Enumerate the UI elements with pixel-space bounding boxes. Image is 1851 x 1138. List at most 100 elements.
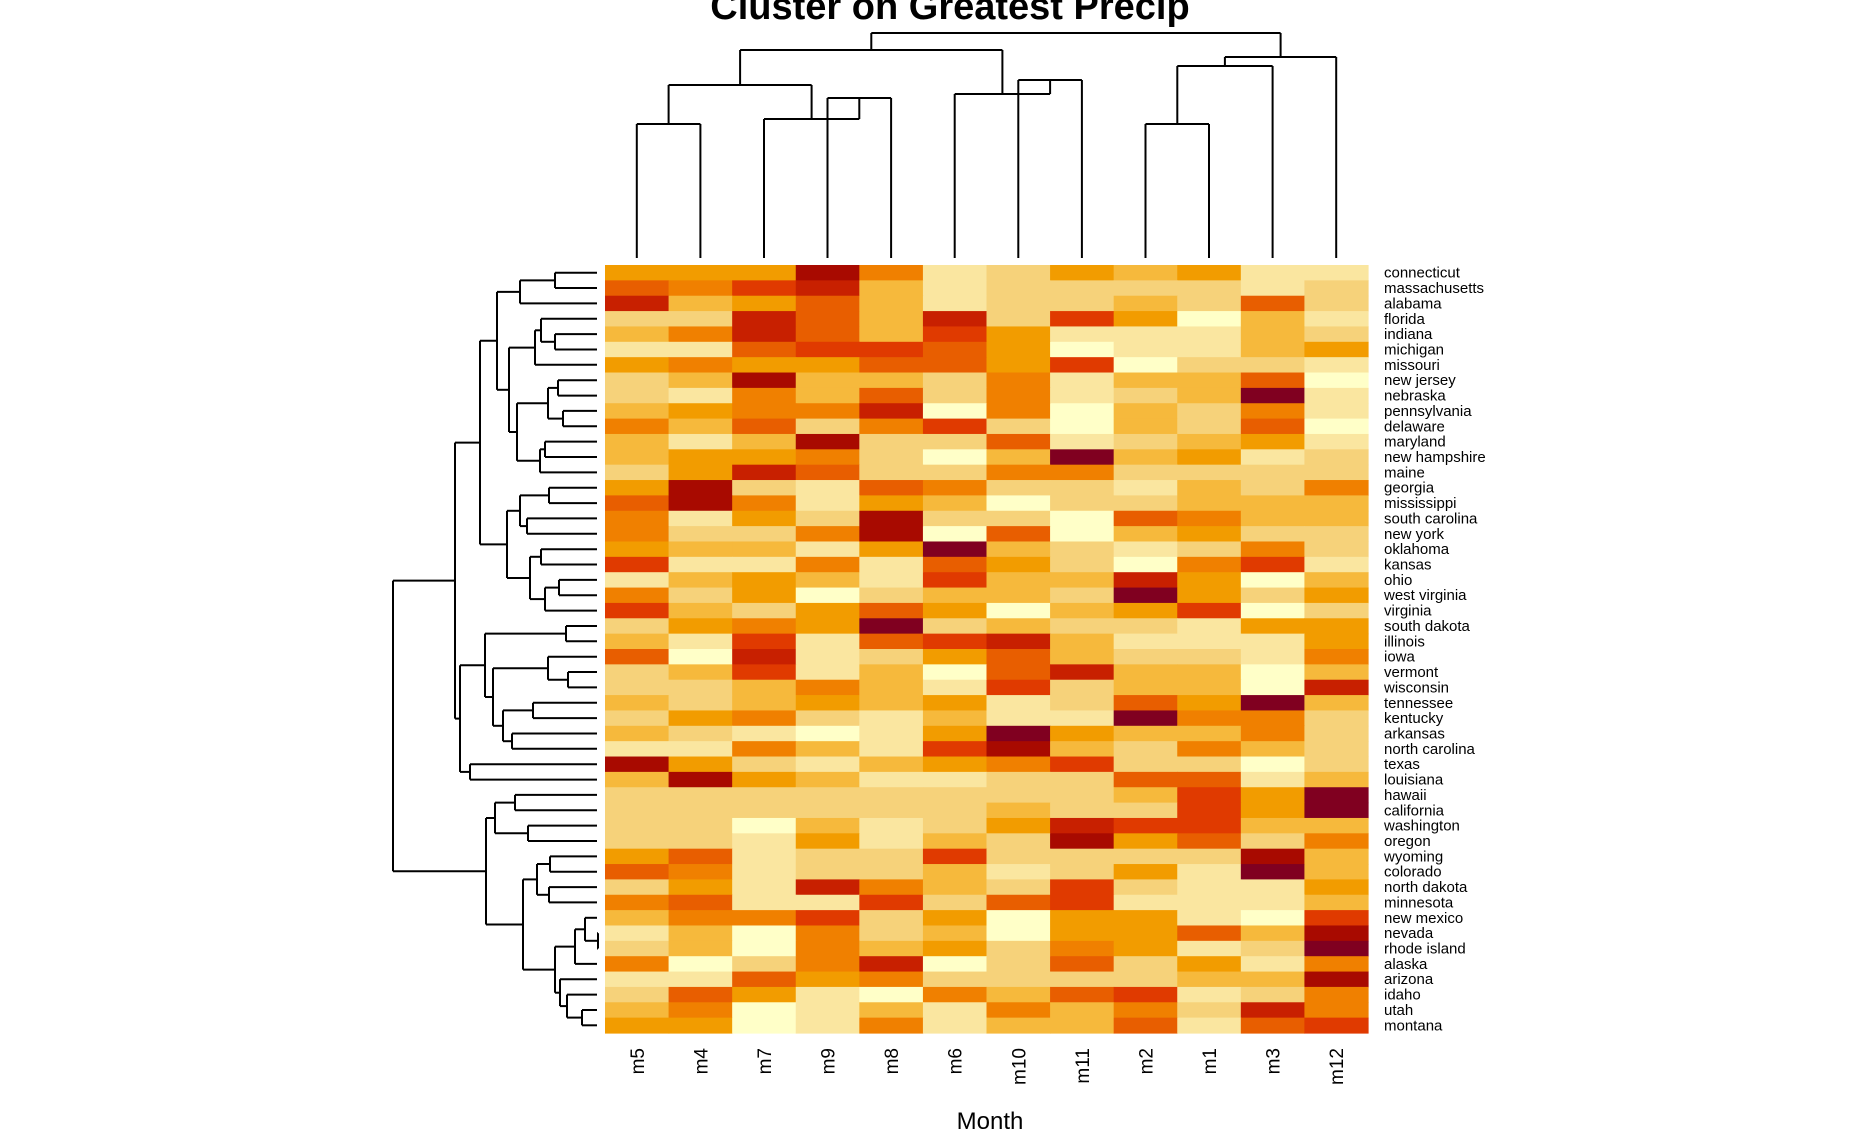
heatmap-cell — [795, 741, 860, 758]
heatmap-cell — [986, 1002, 1051, 1019]
heatmap-cell — [1050, 510, 1115, 527]
heatmap-cell — [986, 526, 1051, 543]
heatmap-cell — [1177, 802, 1242, 819]
heatmap-cell — [795, 403, 860, 420]
heatmap-cell — [732, 1017, 797, 1034]
heatmap-cell — [1050, 526, 1115, 543]
heatmap-cell — [1113, 725, 1178, 742]
column-dendrogram — [635, 32, 1338, 258]
heatmap-cell — [732, 433, 797, 450]
heatmap-cell — [859, 848, 924, 865]
heatmap-cell — [986, 848, 1051, 865]
heatmap-cell — [1050, 910, 1115, 927]
heatmap-cell — [732, 894, 797, 911]
row-dendrogram — [392, 271, 599, 1027]
row-label: maryland — [1384, 434, 1446, 451]
heatmap-cell — [1240, 925, 1306, 942]
heatmap-cell — [795, 649, 860, 665]
heatmap-cell — [1113, 817, 1178, 834]
heatmap-cell — [1240, 572, 1306, 589]
heatmap-cell — [986, 756, 1051, 773]
heatmap-cell — [605, 280, 670, 297]
heatmap-cell — [1304, 265, 1369, 281]
heatmap-cell — [1050, 679, 1115, 696]
heatmap-cell — [986, 940, 1051, 957]
heatmap-cell — [922, 695, 988, 712]
heatmap-cell — [1113, 418, 1178, 435]
heatmap-cell — [922, 541, 988, 558]
heatmap-cell — [922, 633, 988, 650]
heatmap-cell — [1050, 311, 1115, 328]
heatmap-cell — [1240, 341, 1306, 358]
heatmap-cell — [922, 956, 988, 973]
heatmap-cell — [605, 741, 670, 758]
heatmap-cell — [1240, 940, 1306, 957]
row-label: alabama — [1384, 295, 1442, 312]
heatmap-cell — [668, 418, 733, 435]
row-label: michigan — [1384, 341, 1444, 358]
heatmap-cell — [1304, 725, 1369, 742]
heatmap-cell — [1304, 817, 1369, 834]
heatmap-cell — [1304, 464, 1369, 481]
heatmap-cell — [668, 725, 733, 742]
heatmap-cell — [1304, 956, 1369, 973]
heatmap-cell — [795, 956, 860, 973]
heatmap-cell — [795, 925, 860, 942]
heatmap-cell — [1240, 418, 1306, 435]
heatmap-cell — [668, 541, 733, 558]
row-label: massachusetts — [1384, 280, 1484, 297]
heatmap-cell — [1240, 403, 1306, 420]
heatmap-cell — [668, 986, 733, 1003]
heatmap-cell — [732, 802, 797, 819]
heatmap-cell — [1304, 649, 1369, 665]
heatmap-cell — [668, 925, 733, 942]
heatmap-cell — [1050, 633, 1115, 650]
row-label: washington — [1383, 818, 1460, 835]
heatmap-cell — [986, 602, 1051, 619]
heatmap-cell — [859, 971, 924, 988]
heatmap-cell — [1113, 265, 1178, 281]
heatmap-cell — [1304, 879, 1369, 896]
heatmap-cell — [859, 1017, 924, 1034]
heatmap-cell — [1304, 771, 1369, 788]
heatmap-cell — [986, 495, 1051, 512]
heatmap-cell — [1113, 633, 1178, 650]
heatmap-cell — [1177, 940, 1242, 957]
heatmap-cell — [732, 679, 797, 696]
heatmap-cell — [1240, 602, 1306, 619]
heatmap-cell — [922, 403, 988, 420]
heatmap-cell — [1050, 541, 1115, 558]
heatmap-cell — [732, 387, 797, 404]
heatmap-cell — [859, 618, 924, 635]
row-label: wisconsin — [1383, 679, 1449, 696]
heatmap-cell — [1240, 756, 1306, 773]
heatmap-cell — [922, 280, 988, 297]
row-label: montana — [1384, 1017, 1443, 1034]
row-label: new mexico — [1384, 910, 1463, 927]
heatmap-cell — [1177, 649, 1242, 665]
heatmap-cell — [605, 480, 670, 496]
row-label: missouri — [1384, 357, 1440, 374]
heatmap-cell — [922, 372, 988, 389]
heatmap-cell — [1240, 372, 1306, 389]
heatmap-cell — [1050, 971, 1115, 988]
heatmap-cell — [732, 771, 797, 788]
heatmap-cell — [1177, 710, 1242, 727]
heatmap-cell — [1113, 357, 1178, 374]
heatmap-cell — [859, 940, 924, 957]
heatmap-cell — [795, 387, 860, 404]
heatmap-cell — [795, 480, 860, 496]
heatmap-cell — [1304, 587, 1369, 604]
heatmap-cell — [859, 956, 924, 973]
heatmap-cell — [859, 495, 924, 512]
heatmap-cell — [922, 526, 988, 543]
heatmap-cell — [922, 387, 988, 404]
heatmap-cell — [1113, 541, 1178, 558]
heatmap-cell — [986, 618, 1051, 635]
heatmap-cell — [986, 864, 1051, 880]
heatmap-cell — [1050, 556, 1115, 573]
column-label: m12 — [1327, 1048, 1348, 1085]
heatmap-cell — [986, 341, 1051, 358]
heatmap-cell — [1113, 894, 1178, 911]
heatmap-cell — [795, 725, 860, 742]
